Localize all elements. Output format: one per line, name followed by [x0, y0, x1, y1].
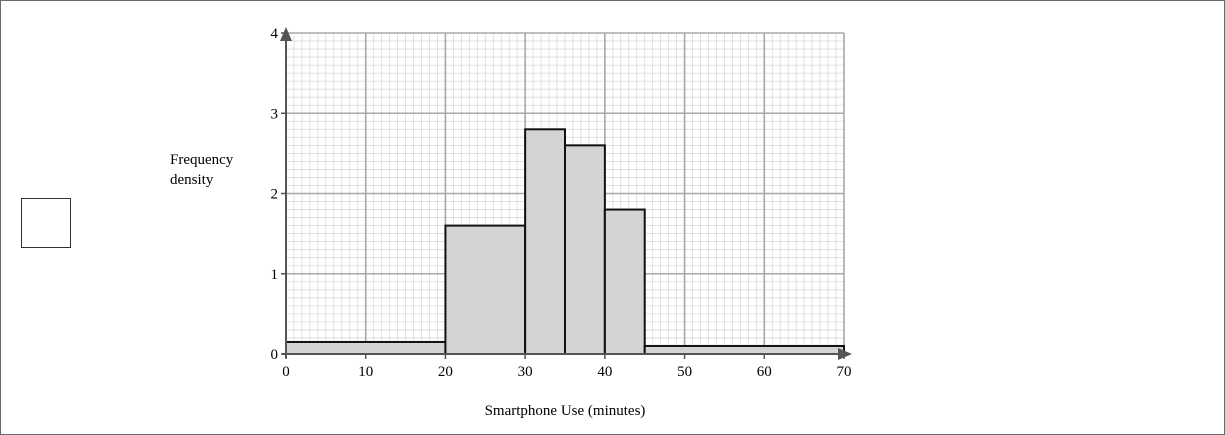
histogram-bar-5: [603, 208, 646, 355]
histogram-bar-6: [643, 344, 846, 356]
y-tick-label: 0: [271, 347, 279, 363]
y-tick-label: 2: [271, 187, 279, 203]
y-tick-label: 3: [271, 106, 279, 122]
x-tick-label: 40: [597, 364, 612, 380]
axes: [280, 27, 852, 360]
y-tick-label: 4: [271, 26, 279, 42]
x-tick-label: 0: [282, 364, 290, 380]
histogram-bar-4: [564, 144, 606, 355]
x-tick-label: 10: [358, 364, 373, 380]
x-axis-arrow-icon: [838, 348, 852, 360]
x-tick-label: 20: [438, 364, 453, 380]
x-tick-label: 30: [518, 364, 533, 380]
y-axis-label-line-2: density: [170, 172, 214, 188]
y-tick-label: 1: [271, 267, 279, 283]
x-axis-label: Smartphone Use (minutes): [485, 403, 646, 419]
histogram-bar-1: [285, 340, 447, 355]
x-tick-label: 60: [757, 364, 772, 380]
x-tick-label: 50: [677, 364, 692, 380]
answer-checkbox[interactable]: [21, 198, 71, 248]
histogram-bar-3: [524, 128, 567, 355]
y-axis-label-line-1: Frequency: [170, 152, 234, 168]
y-axis-label: Frequency density: [170, 150, 233, 190]
x-tick-label: 70: [837, 364, 852, 380]
histogram-bar-2: [444, 224, 527, 355]
tick-labels: 0 10 20 30 40 50 60 70 0 1 2 3 4: [271, 26, 852, 380]
y-axis-arrow-icon: [280, 27, 292, 41]
